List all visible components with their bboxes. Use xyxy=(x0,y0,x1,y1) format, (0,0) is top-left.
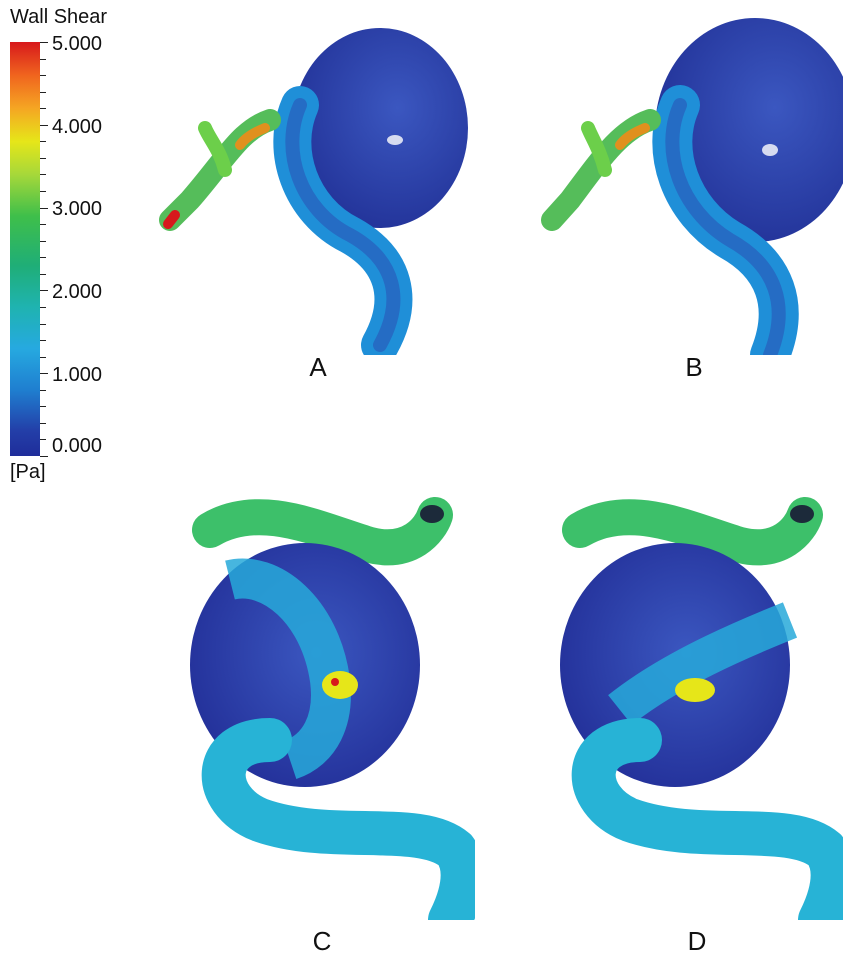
legend-tick xyxy=(40,91,46,93)
legend-tick xyxy=(40,58,46,60)
panel-label-a: A xyxy=(309,352,327,382)
legend-tick xyxy=(40,207,48,209)
legend-tick xyxy=(40,406,46,408)
legend-tick xyxy=(40,75,46,77)
legend-tick-label: 2.000 xyxy=(52,281,103,303)
legend-tick xyxy=(40,323,46,325)
legend-tick xyxy=(40,389,46,391)
legend-tick xyxy=(40,356,46,358)
legend-tick xyxy=(40,456,48,457)
legend-tick xyxy=(40,373,48,375)
legend-tick-label: 3.000 xyxy=(52,198,103,220)
aneurysm-panel-d xyxy=(560,497,843,920)
legend-ticks xyxy=(40,42,48,457)
legend-tick xyxy=(40,224,46,226)
branch-vessel-upper xyxy=(198,121,232,177)
specular-highlight xyxy=(387,135,403,145)
aneurysm-panel-c xyxy=(190,497,475,920)
parent-artery xyxy=(571,718,843,920)
panel-label-c: C xyxy=(312,926,332,956)
legend-tick xyxy=(40,422,46,424)
specular-highlight xyxy=(762,144,778,156)
legend-tick xyxy=(40,124,48,126)
legend-tick xyxy=(40,439,46,441)
high-shear-spot xyxy=(163,210,180,229)
vessel-outlet xyxy=(790,505,814,523)
shear-band xyxy=(225,558,351,779)
parent-artery xyxy=(201,718,475,920)
aneurysm-panel-b xyxy=(541,18,843,355)
parent-artery-shade xyxy=(285,98,401,352)
legend-tick xyxy=(40,174,46,176)
legend-tick-label: 0.000 xyxy=(52,435,103,457)
legend-tick xyxy=(40,157,46,159)
legend-tick xyxy=(40,191,46,193)
distal-vessel xyxy=(192,497,453,566)
legend-tick xyxy=(40,240,46,242)
legend-tick-label: 1.000 xyxy=(52,364,103,386)
vessel-outlet xyxy=(420,505,444,523)
aneurysm-panel-a xyxy=(159,28,468,355)
legend-colorbar xyxy=(10,42,40,456)
legend-tick xyxy=(40,273,46,275)
legend-title: Wall Shear xyxy=(10,6,108,28)
high-shear-spot xyxy=(322,671,358,699)
branch-vessel-upper xyxy=(581,121,612,177)
legend-tick xyxy=(40,290,48,292)
legend-tick xyxy=(40,141,46,143)
branch-vessel xyxy=(159,109,281,231)
legend-tick xyxy=(40,340,46,342)
aneurysm-sac xyxy=(292,28,468,228)
shear-band xyxy=(608,602,798,725)
panel-label-b: B xyxy=(685,352,703,382)
legend-tick-label: 4.000 xyxy=(52,116,103,138)
legend-tick xyxy=(40,257,46,259)
legend-tick xyxy=(40,306,46,308)
panel-label-d: D xyxy=(687,926,707,956)
legend-tick xyxy=(40,108,46,110)
distal-vessel xyxy=(562,497,823,566)
high-shear-band xyxy=(235,123,270,150)
moderate-shear-spot xyxy=(675,678,715,702)
parent-artery-shade xyxy=(665,98,786,355)
legend-unit: [Pa] xyxy=(10,461,46,483)
legend-tick-label: 5.000 xyxy=(52,33,103,55)
legend-tick xyxy=(40,42,48,43)
high-shear-band xyxy=(615,123,650,150)
